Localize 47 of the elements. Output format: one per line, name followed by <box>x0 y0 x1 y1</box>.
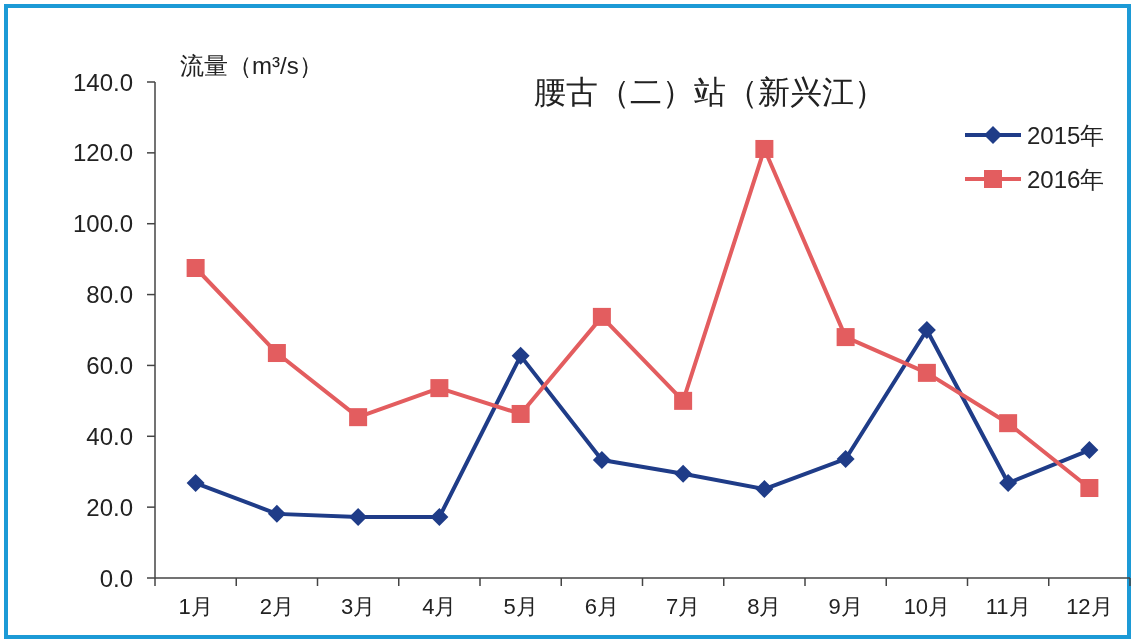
x-tick-label: 12月 <box>1066 594 1113 619</box>
point <box>1080 441 1099 460</box>
x-tick-label: 6月 <box>584 594 619 619</box>
point <box>511 346 530 365</box>
point <box>349 408 368 427</box>
point <box>674 464 693 483</box>
point <box>511 404 530 423</box>
y-axis-title: 流量（m³/s） <box>180 52 323 79</box>
point <box>592 307 611 326</box>
point <box>917 363 936 382</box>
point <box>999 414 1018 433</box>
point <box>674 391 693 410</box>
x-tick-label: 1月 <box>178 594 213 619</box>
y-tick-label: 40.0 <box>86 422 133 450</box>
point <box>186 259 205 277</box>
x-tick-label: 8月 <box>747 594 782 619</box>
point <box>267 344 286 363</box>
x-tick-label: 11月 <box>985 594 1031 619</box>
point <box>755 139 774 158</box>
point <box>1080 479 1099 498</box>
point <box>430 379 449 398</box>
point <box>186 474 205 493</box>
x-tick-label: 3月 <box>341 594 376 619</box>
y-tick-label: 100.0 <box>72 210 133 238</box>
point <box>755 480 774 499</box>
point <box>836 449 855 468</box>
x-tick-label: 5月 <box>503 594 538 619</box>
y-tick-label: 120.0 <box>72 139 133 167</box>
x-tick-label: 7月 <box>666 594 701 619</box>
y-tick-label: 20.0 <box>86 493 133 521</box>
chart-title: 腰古（二）站（新兴江） <box>534 74 886 110</box>
x-tick-label: 4月 <box>422 594 457 619</box>
point <box>917 321 936 339</box>
legend-label: 2016年 <box>1027 165 1105 193</box>
point <box>430 508 449 527</box>
x-tick-label: 9月 <box>828 594 863 619</box>
y-tick-label: 60.0 <box>86 351 133 379</box>
x-tick-label: 2月 <box>259 594 294 619</box>
point <box>999 474 1018 493</box>
y-tick-label: 80.0 <box>86 281 133 309</box>
legend-label: 2015年 <box>1027 121 1105 149</box>
point <box>267 504 286 523</box>
y-tick-label: 0.0 <box>99 564 133 592</box>
x-tick-label: 10月 <box>903 594 951 619</box>
point <box>836 328 855 347</box>
point <box>592 451 611 470</box>
y-tick-label: 140.0 <box>72 68 133 96</box>
